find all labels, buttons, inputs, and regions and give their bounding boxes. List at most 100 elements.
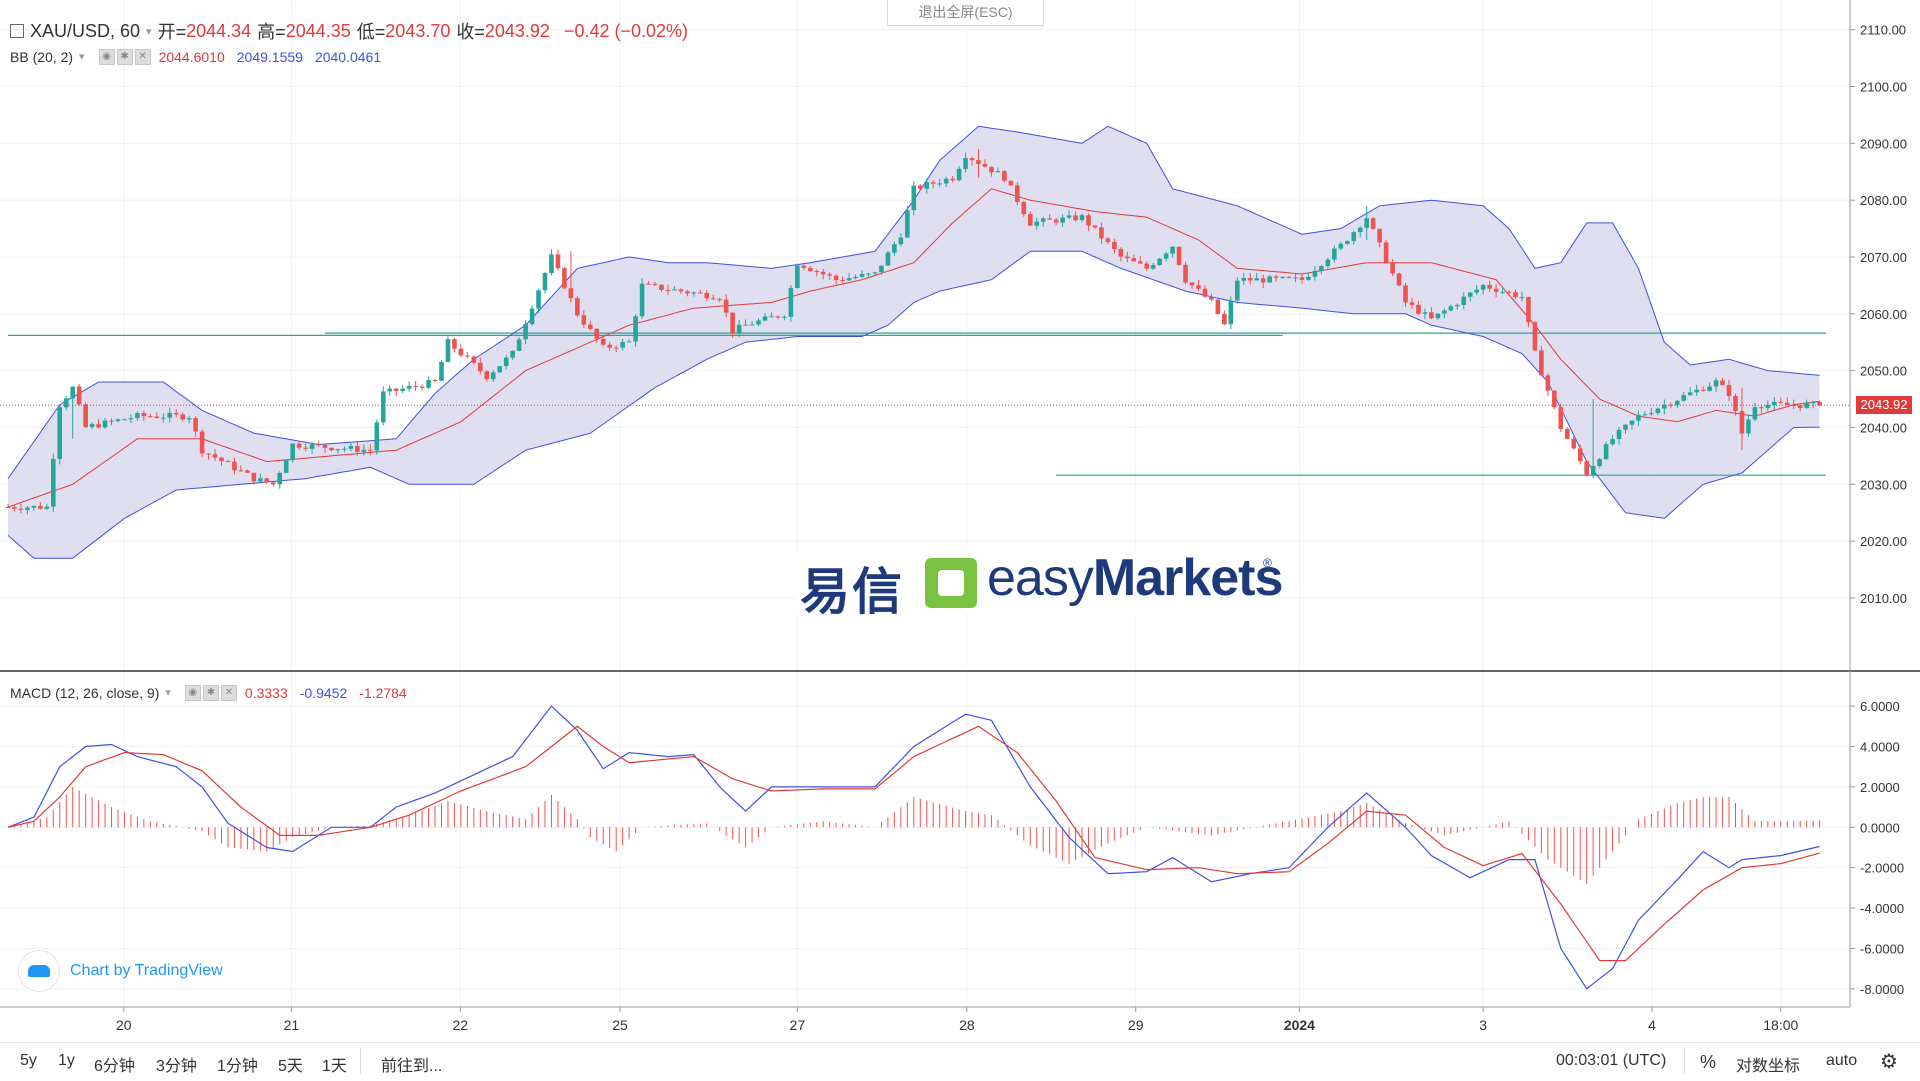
candle-body	[600, 338, 606, 345]
candle-body	[1526, 296, 1531, 323]
macd-hist-value: 0.3333	[244, 684, 288, 701]
range-5d-button[interactable]: 5天	[278, 1058, 303, 1075]
candle-body	[1752, 407, 1758, 420]
candle-body	[1209, 296, 1214, 300]
candle-body	[445, 339, 451, 362]
candle-body	[1545, 375, 1551, 391]
candle-body	[484, 371, 490, 380]
candle-body	[167, 412, 173, 418]
time-tick-label: 27	[790, 1017, 806, 1033]
log-scale-button[interactable]: 对数坐标	[1736, 1058, 1801, 1075]
candle-body	[1306, 276, 1311, 280]
candle-body	[1610, 438, 1615, 445]
range-1y-button[interactable]: 1y	[58, 1052, 75, 1069]
candle-body	[1746, 419, 1751, 434]
close-icon[interactable]: ✕	[220, 685, 237, 702]
candle-body	[607, 344, 613, 348]
macd-tick-label: 6.0000	[1860, 699, 1900, 714]
candle-body	[1461, 296, 1467, 305]
range-5y-button[interactable]: 5y	[20, 1052, 37, 1069]
candle-body	[885, 252, 891, 266]
bb-upper-value: 2049.1559	[236, 48, 303, 65]
candle-body	[685, 291, 690, 294]
macd-value: -0.9452	[299, 684, 348, 701]
candle-body	[1506, 291, 1512, 293]
candle-body	[510, 350, 515, 358]
macd-legend-name: MACD (12, 26, close, 9)	[10, 684, 160, 701]
toolbar-divider	[360, 1048, 361, 1074]
candle-body	[83, 404, 88, 428]
candle-body	[361, 449, 367, 452]
chevron-down-icon[interactable]: ▾	[79, 51, 85, 64]
candle-body	[193, 418, 198, 432]
candle-body	[1662, 404, 1667, 409]
candle-body	[710, 298, 716, 300]
bb-legend: BB (20, 2) ▾ ◉ ✱ ✕ 2044.6010 2049.1559 204…	[10, 48, 381, 66]
range-1d-button[interactable]: 1天	[322, 1058, 347, 1075]
price-tick-label: 2070.00	[1860, 250, 1907, 265]
candle-body	[1357, 227, 1363, 233]
candle-body	[529, 308, 535, 324]
candle-body	[523, 323, 528, 340]
candle-body	[122, 419, 127, 421]
eye-icon[interactable]: ◉	[184, 685, 201, 702]
candle-body	[128, 418, 134, 420]
candle-body	[969, 158, 975, 161]
tradingview-badge[interactable]: Chart by TradingView	[18, 950, 223, 992]
candle-body	[743, 324, 748, 326]
candle-body	[1112, 241, 1117, 249]
goto-date-button[interactable]: 前往到...	[381, 1058, 443, 1075]
gear-icon[interactable]: ⚙	[1880, 1051, 1898, 1073]
collapse-icon[interactable]	[10, 24, 24, 38]
candle-body	[1668, 404, 1674, 406]
candle-body	[154, 416, 160, 418]
exit-fullscreen-button[interactable]: 退出全屏(ESC)	[887, 0, 1044, 26]
candle-body	[1681, 395, 1687, 401]
candle-body	[1687, 392, 1693, 396]
candle-body	[76, 386, 82, 405]
candle-body	[31, 505, 37, 508]
range-6min-button[interactable]: 6分钟	[94, 1058, 135, 1075]
candle-body	[1228, 300, 1234, 325]
percent-scale-button[interactable]: %	[1700, 1052, 1717, 1072]
candle-body	[1254, 278, 1260, 281]
utc-clock[interactable]: 00:03:01 (UTC)	[1556, 1052, 1667, 1069]
price-axis[interactable]: 2010.00 2020.00 2030.00 2040.00 2050.00 2060.…	[1850, 23, 1907, 997]
candle-body	[775, 316, 781, 318]
candle-body	[678, 289, 684, 292]
price-tick-label: 2010.00	[1860, 591, 1907, 606]
range-1min-button[interactable]: 1分钟	[217, 1058, 258, 1075]
candle-body	[1280, 276, 1285, 278]
candle-body	[1015, 185, 1020, 203]
auto-scale-button[interactable]: auto	[1826, 1052, 1858, 1069]
candle-body	[594, 328, 600, 339]
gear-icon[interactable]: ✱	[116, 49, 133, 66]
candle-body	[807, 267, 813, 271]
candle-body	[1332, 248, 1337, 260]
candle-body	[1338, 243, 1344, 249]
macd-tick-label: -8.0000	[1860, 982, 1904, 997]
time-tick-label: 29	[1128, 1017, 1144, 1033]
candle-body	[452, 339, 457, 349]
time-axis[interactable]: 20 21 22 25 27 28 29 2024 3 4 18:00	[116, 1007, 1799, 1033]
close-icon[interactable]: ✕	[134, 49, 151, 66]
macd-tick-label: 2.0000	[1860, 780, 1900, 795]
macd-tick-label: 4.0000	[1860, 740, 1900, 755]
bb-legend-name: BB (20, 2)	[10, 48, 74, 65]
candle-body	[1791, 404, 1797, 406]
candle-body	[626, 341, 632, 343]
candle-body	[186, 418, 192, 420]
eye-icon[interactable]: ◉	[98, 49, 115, 66]
symbol-legend: XAU/USD, 60 ▾ 开= 2044.34 高= 2044.35 低= 2043…	[10, 18, 688, 44]
range-3min-button[interactable]: 3分钟	[156, 1058, 197, 1075]
horizontal-lines[interactable]	[8, 332, 1827, 476]
chart-canvas[interactable]: 2010.00 2020.00 2030.00 2040.00 2050.00 2060.…	[0, 0, 1920, 1042]
gear-icon[interactable]: ✱	[202, 685, 219, 702]
chevron-down-icon[interactable]: ▾	[146, 25, 152, 38]
candle-body	[12, 507, 17, 509]
candle-body	[1532, 322, 1538, 351]
candle-body	[1325, 259, 1331, 267]
candle-body	[562, 268, 567, 289]
chevron-down-icon[interactable]: ▾	[165, 687, 171, 700]
candle-body	[1733, 396, 1738, 412]
